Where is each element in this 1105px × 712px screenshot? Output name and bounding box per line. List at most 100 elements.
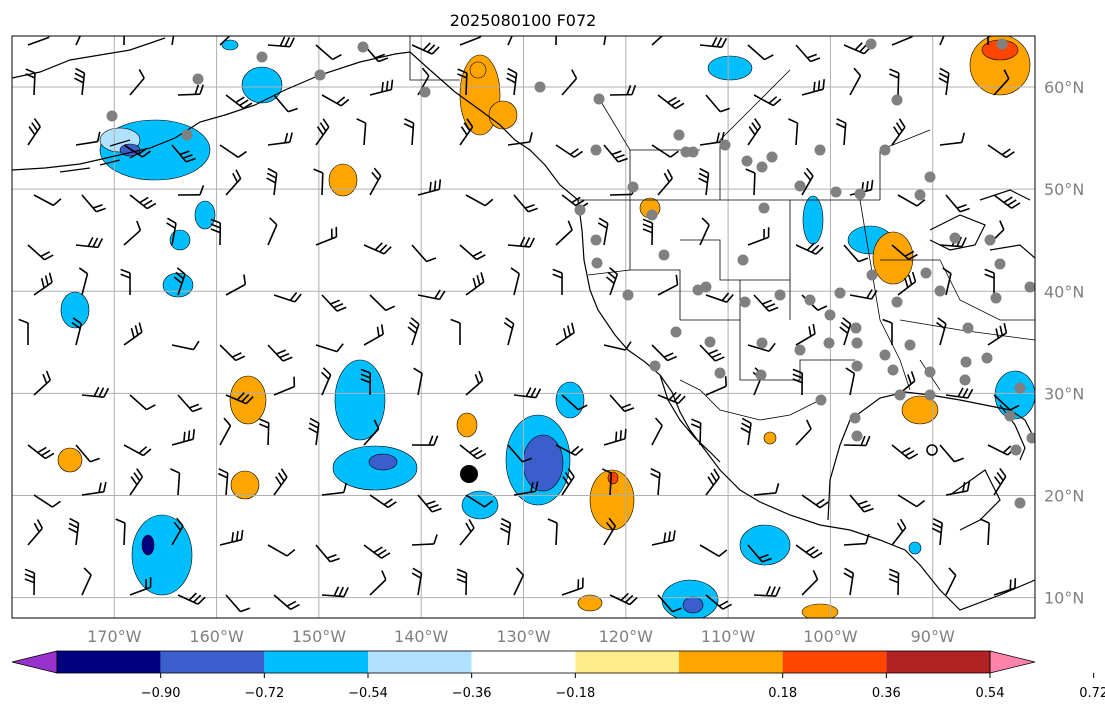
- wind-barb: [321, 482, 348, 496]
- contour-region: [221, 39, 239, 51]
- wind-barb: [609, 394, 635, 413]
- station-dot: [419, 86, 431, 98]
- wind-barb: [753, 294, 779, 312]
- wind-barb: [68, 517, 80, 546]
- wind-barb: [843, 533, 870, 546]
- wind-barb: [651, 530, 676, 546]
- contour-region: [994, 370, 1035, 420]
- wind-barb: [219, 417, 232, 446]
- station-dot: [755, 369, 767, 381]
- colorbar-tick-label: 0.54: [976, 686, 1005, 701]
- station-dot: [849, 412, 861, 424]
- wind-barb: [315, 118, 330, 146]
- wind-barb: [601, 468, 613, 496]
- station-dot: [649, 360, 661, 372]
- wind-barb: [459, 36, 482, 46]
- wind-barb: [459, 518, 475, 546]
- lon-tick-label: 160°W: [189, 627, 244, 646]
- colorbar-tick-label: −0.36: [452, 686, 492, 701]
- wind-barb: [839, 317, 852, 346]
- station-dot: [106, 110, 118, 122]
- wind-barb: [561, 394, 588, 411]
- station-dot: [534, 81, 546, 93]
- wind-barb: [555, 444, 584, 456]
- wind-barb: [465, 194, 494, 207]
- station-dot: [357, 41, 369, 53]
- wind-barb: [500, 517, 512, 546]
- wind-barb: [740, 417, 752, 446]
- contour-region: [908, 541, 922, 555]
- wind-barb: [747, 44, 774, 61]
- wind-barb: [369, 294, 396, 312]
- wind-barb: [651, 144, 679, 158]
- wind-barb: [173, 267, 186, 296]
- lon-tick-label: 140°W: [394, 627, 449, 646]
- contour-region: [872, 231, 914, 285]
- lon-tick-label: 100°W: [803, 627, 858, 646]
- station-dot: [904, 339, 916, 351]
- wind-barb: [356, 118, 367, 146]
- wind-barb: [417, 289, 446, 301]
- wind-barb: [705, 468, 720, 496]
- station-dot: [646, 209, 658, 221]
- contour-region: [739, 524, 791, 566]
- wind-barb: [801, 79, 825, 96]
- wind-barb: [891, 518, 907, 546]
- contour-region: [707, 55, 753, 81]
- wind-barb: [267, 217, 278, 246]
- wind-barb: [129, 394, 156, 411]
- wind-barb: [993, 394, 1020, 411]
- contour-region: [522, 434, 564, 492]
- wind-barb: [942, 267, 952, 296]
- wind-barb: [225, 274, 247, 296]
- wind-barb: [225, 169, 242, 196]
- wind-barb: [363, 419, 380, 446]
- wind-barb: [513, 481, 539, 496]
- contour-region: [577, 594, 603, 612]
- yucatan: [949, 469, 1001, 531]
- station-dot: [887, 364, 899, 376]
- wind-barb: [945, 387, 974, 399]
- contour-region: [456, 412, 478, 438]
- station-dot: [622, 289, 634, 301]
- wind-barb: [115, 518, 126, 546]
- station-dot: [914, 189, 926, 201]
- colorbar-tick-label: 0.18: [768, 686, 797, 701]
- wind-barb: [699, 36, 728, 48]
- station-dot: [866, 269, 878, 281]
- wind-barb: [33, 272, 53, 296]
- wind-barb: [75, 36, 82, 46]
- wind-barb: [801, 167, 814, 196]
- storm-center-marker: [460, 465, 478, 483]
- wind-barb: [273, 376, 296, 396]
- station-dot: [851, 430, 863, 442]
- wind-barb: [166, 217, 177, 246]
- lon-tick-label: 120°W: [599, 627, 654, 646]
- contour-region: [488, 100, 518, 130]
- colorbar-segment: [575, 651, 679, 673]
- wind-barb: [369, 167, 382, 196]
- wind-barb: [360, 368, 372, 396]
- station-dot: [627, 181, 639, 193]
- station-dot: [934, 285, 946, 297]
- contour-region: [57, 447, 83, 473]
- wind-barb: [18, 318, 29, 346]
- contour-region: [60, 291, 90, 329]
- wind-barb: [510, 267, 521, 296]
- wind-barb: [845, 367, 856, 396]
- wind-barb: [24, 568, 36, 596]
- station-dot: [687, 146, 699, 158]
- wind-barb: [219, 529, 244, 546]
- wind-barb: [987, 144, 1015, 159]
- lat-tick-label: 10°N: [1044, 589, 1084, 608]
- station-dot: [924, 171, 936, 183]
- wind-barb: [603, 144, 628, 163]
- wind-barb: [603, 428, 627, 446]
- wind-barb: [459, 118, 474, 146]
- wind-barb: [407, 317, 420, 346]
- wind-barb: [882, 318, 893, 346]
- wind-barb: [363, 324, 384, 346]
- contour-fills: [57, 36, 1035, 618]
- station-dot: [794, 180, 806, 192]
- station-dot: [824, 309, 836, 321]
